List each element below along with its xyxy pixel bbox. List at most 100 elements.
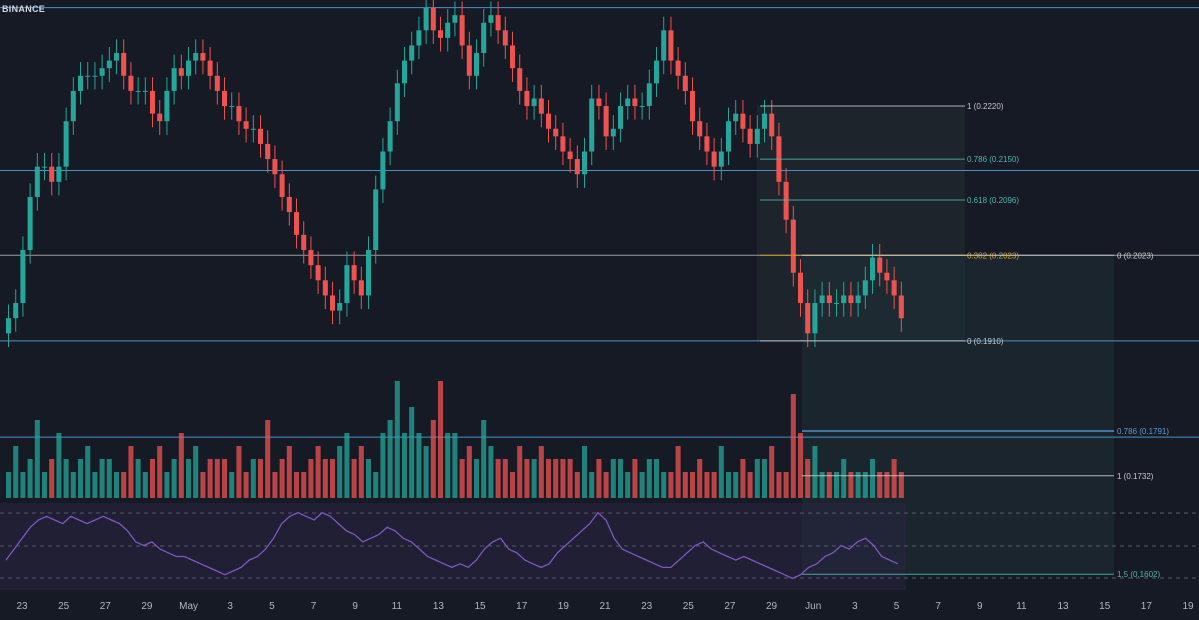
volume-bar <box>646 459 652 498</box>
fib-retracement-label-2: 0.618 (0.2096) <box>967 196 1019 205</box>
volume-bar <box>654 459 660 498</box>
volume-bar <box>862 472 868 498</box>
volume-bar <box>589 472 595 498</box>
volume-bar <box>733 472 739 498</box>
candle-body <box>819 295 825 304</box>
candle-body <box>409 45 415 61</box>
candle-body <box>265 143 271 160</box>
candle-body <box>42 166 48 168</box>
volume-bar <box>416 433 422 498</box>
candle-body <box>394 83 400 122</box>
volume-bar <box>848 472 854 498</box>
candle-body <box>668 30 674 61</box>
candle-body <box>855 295 861 304</box>
candle-body <box>250 128 256 130</box>
volume-bar <box>250 459 256 498</box>
candle-body <box>142 90 148 92</box>
candle-body <box>589 98 595 152</box>
volume-bar <box>668 472 674 498</box>
x-tick-label: 17 <box>1141 601 1153 612</box>
candle-body <box>164 90 170 122</box>
volume-bar <box>265 420 271 498</box>
volume-bar <box>884 472 890 498</box>
candle-body <box>531 98 537 107</box>
volume-bar <box>222 459 228 498</box>
volume-bar <box>524 459 530 498</box>
volume-bar <box>121 472 127 498</box>
x-tick-label: 3 <box>852 601 858 612</box>
x-tick-label: 15 <box>1099 601 1111 612</box>
candle-body <box>574 159 580 175</box>
volume-bar <box>70 472 76 498</box>
volume-bar <box>337 446 343 498</box>
candle-body <box>85 75 91 77</box>
volume-bar <box>294 472 300 498</box>
candle-body <box>826 295 832 304</box>
fib-retracement-label-0: 1 (0.2220) <box>967 102 1004 111</box>
fib-extension-label-2: 1 (0.1732) <box>1117 472 1154 481</box>
x-tick-label: 9 <box>977 601 983 612</box>
volume-bar <box>898 472 904 498</box>
candle-body <box>654 60 660 84</box>
candle-body <box>481 22 487 54</box>
volume-bar <box>538 446 544 498</box>
x-tick-label: 25 <box>683 601 695 612</box>
volume-bar <box>56 433 62 498</box>
candle-body <box>675 60 681 76</box>
candle-body <box>733 113 739 122</box>
volume-bar <box>560 459 566 498</box>
candle-body <box>294 212 300 235</box>
volume-bar <box>164 472 170 498</box>
volume-bar <box>747 472 753 498</box>
candle-body <box>704 136 710 152</box>
candle-body <box>762 113 768 129</box>
candle-body <box>308 250 314 266</box>
candle-body <box>315 265 321 281</box>
x-tick-label: 27 <box>724 601 736 612</box>
candle-body <box>697 121 703 137</box>
candle-body <box>553 128 559 137</box>
volume-bar <box>546 459 552 498</box>
rsi-line <box>5 511 899 580</box>
candle-body <box>272 159 278 175</box>
exchange-label: BINANCE <box>2 4 46 14</box>
candle-body <box>690 90 696 122</box>
candle-body <box>560 136 566 152</box>
candle-body <box>754 128 760 144</box>
candle-body <box>157 113 163 122</box>
candle-body <box>258 128 264 144</box>
candle-body <box>438 30 444 38</box>
volume-bar <box>63 459 69 498</box>
x-tick-label: 5 <box>894 601 900 612</box>
candle-body <box>747 128 753 144</box>
volume-bar <box>92 472 98 498</box>
volume-bar <box>272 472 278 498</box>
candle-body <box>301 234 307 250</box>
volume-bar <box>618 459 624 498</box>
x-tick-label: 3 <box>227 601 233 612</box>
volume-bar <box>387 420 393 498</box>
volume-bar <box>214 459 220 498</box>
volume-bar <box>834 472 840 498</box>
candle-body <box>373 189 379 250</box>
candle-body <box>56 166 62 182</box>
candle-body <box>603 106 609 137</box>
volume-bar <box>128 446 134 498</box>
candle-body <box>222 90 228 107</box>
x-tick-label: 25 <box>58 601 70 612</box>
x-tick-label: 19 <box>1182 601 1194 612</box>
candle-body <box>243 121 249 129</box>
candle-body <box>466 45 472 76</box>
volume-bar <box>186 459 192 498</box>
volume-bar <box>474 459 480 498</box>
candle-body <box>790 219 796 273</box>
candle-body <box>150 90 156 114</box>
candle-body <box>92 75 98 77</box>
volume-bar <box>358 446 364 498</box>
volume-bar <box>754 459 760 498</box>
candle-body <box>279 174 285 197</box>
candle-body <box>610 128 616 137</box>
volume-bar <box>769 446 775 498</box>
